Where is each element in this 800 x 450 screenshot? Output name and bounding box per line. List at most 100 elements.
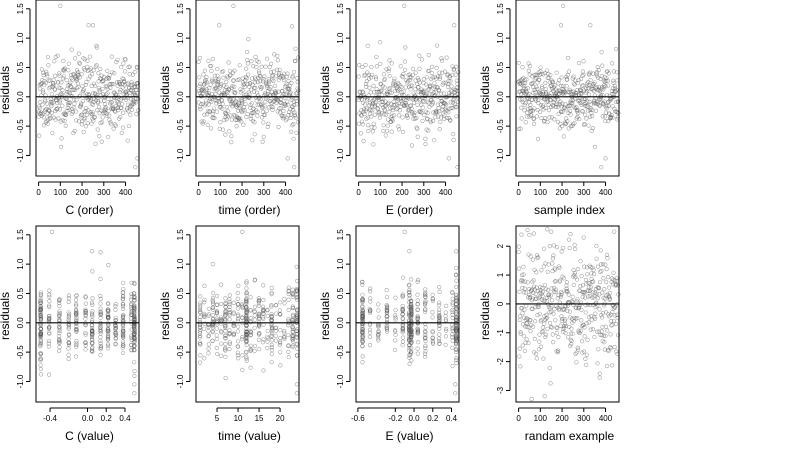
data-point xyxy=(47,316,52,321)
data-point xyxy=(98,310,103,315)
data-point xyxy=(537,77,542,82)
data-point xyxy=(573,351,578,356)
data-point xyxy=(431,118,436,123)
data-point xyxy=(360,344,365,349)
data-point xyxy=(568,100,573,105)
data-point xyxy=(583,356,588,361)
data-point xyxy=(443,310,448,315)
data-point xyxy=(105,341,111,347)
data-point xyxy=(285,102,291,107)
data-point xyxy=(435,109,440,115)
data-point xyxy=(437,285,442,290)
data-point xyxy=(415,298,420,303)
data-point xyxy=(372,125,377,130)
data-point xyxy=(367,107,372,112)
data-point xyxy=(38,372,44,377)
data-point xyxy=(588,265,593,270)
data-point xyxy=(565,73,570,78)
data-point xyxy=(592,316,598,321)
data-point xyxy=(603,119,608,124)
data-point xyxy=(371,142,376,147)
data-point xyxy=(423,290,428,295)
data-point xyxy=(585,272,590,277)
data-point xyxy=(124,89,129,94)
data-point xyxy=(520,279,526,284)
data-point xyxy=(248,343,253,348)
data-point xyxy=(426,128,431,133)
data-point xyxy=(235,306,241,311)
x-axis-title: C (value) xyxy=(65,429,114,443)
data-point xyxy=(96,104,102,110)
data-point xyxy=(539,95,544,100)
data-point xyxy=(593,108,599,113)
data-point xyxy=(110,70,115,75)
data-point xyxy=(424,82,429,87)
data-point xyxy=(266,79,272,84)
data-point xyxy=(552,279,558,284)
data-point xyxy=(206,329,211,334)
data-point xyxy=(281,75,286,80)
data-point xyxy=(235,290,240,296)
data-point xyxy=(48,99,54,104)
data-point xyxy=(105,91,110,96)
data-point xyxy=(453,292,459,298)
data-point xyxy=(372,112,378,117)
data-point xyxy=(227,346,232,352)
data-point xyxy=(405,108,411,113)
data-point xyxy=(268,93,273,98)
data-point xyxy=(83,124,89,129)
data-point xyxy=(407,283,412,288)
data-point xyxy=(260,304,266,309)
data-point xyxy=(69,47,74,52)
data-point xyxy=(85,58,90,63)
data-point xyxy=(391,83,396,88)
data-point xyxy=(360,321,365,326)
data-point xyxy=(281,92,286,97)
data-point xyxy=(591,279,596,284)
data-point xyxy=(235,344,240,349)
data-point xyxy=(98,276,103,281)
data-point xyxy=(105,301,111,307)
data-point xyxy=(99,139,104,144)
data-point xyxy=(252,348,257,353)
data-point xyxy=(454,114,459,119)
data-point xyxy=(415,134,420,139)
data-point xyxy=(427,92,432,97)
data-point xyxy=(54,107,59,112)
data-point xyxy=(209,99,214,104)
data-points xyxy=(36,3,141,170)
data-point xyxy=(121,110,126,115)
data-point xyxy=(611,69,617,74)
y-tick-label: 1.0 xyxy=(176,32,185,44)
data-point xyxy=(575,88,580,93)
data-point xyxy=(225,114,231,119)
data-point xyxy=(66,61,71,66)
data-point xyxy=(547,115,552,120)
data-point xyxy=(605,78,610,83)
data-point xyxy=(378,61,383,66)
data-point xyxy=(559,249,564,254)
data-point xyxy=(530,74,535,79)
data-point xyxy=(89,72,95,77)
data-point xyxy=(97,111,102,116)
data-point xyxy=(609,363,615,368)
data-point xyxy=(519,277,524,283)
data-point xyxy=(605,69,610,74)
data-point xyxy=(447,73,452,79)
data-point xyxy=(247,92,252,97)
data-point xyxy=(365,43,370,48)
data-point xyxy=(540,103,546,108)
data-point xyxy=(270,107,275,112)
data-point xyxy=(601,333,606,338)
data-point xyxy=(374,64,379,69)
data-points xyxy=(516,3,621,170)
data-point xyxy=(290,287,295,292)
data-point xyxy=(581,83,586,88)
data-point xyxy=(531,284,537,289)
data-point xyxy=(210,338,215,343)
data-point xyxy=(400,294,405,299)
data-point xyxy=(227,293,232,298)
data-point xyxy=(385,123,390,128)
